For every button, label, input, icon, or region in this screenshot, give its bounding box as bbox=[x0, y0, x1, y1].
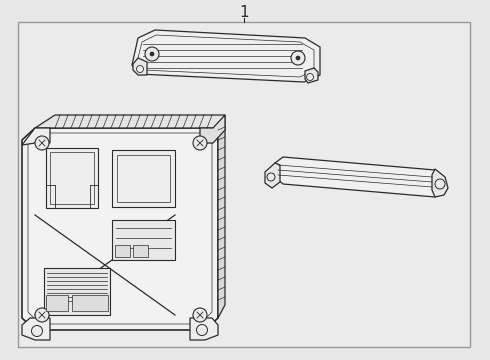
Polygon shape bbox=[132, 30, 320, 82]
Polygon shape bbox=[46, 295, 68, 311]
Polygon shape bbox=[190, 318, 218, 340]
Polygon shape bbox=[35, 115, 225, 128]
Circle shape bbox=[35, 308, 49, 322]
Polygon shape bbox=[265, 163, 280, 188]
Polygon shape bbox=[115, 245, 130, 257]
Circle shape bbox=[435, 179, 445, 189]
Circle shape bbox=[291, 51, 305, 65]
Circle shape bbox=[296, 56, 300, 60]
Polygon shape bbox=[218, 115, 225, 318]
Circle shape bbox=[35, 136, 49, 150]
Circle shape bbox=[145, 47, 159, 61]
Text: 1: 1 bbox=[239, 5, 249, 19]
Circle shape bbox=[307, 73, 314, 81]
Circle shape bbox=[150, 52, 154, 56]
Polygon shape bbox=[22, 128, 50, 145]
Circle shape bbox=[193, 308, 207, 322]
Polygon shape bbox=[22, 128, 218, 330]
Circle shape bbox=[196, 324, 207, 336]
Polygon shape bbox=[46, 148, 98, 208]
Polygon shape bbox=[72, 295, 108, 311]
Polygon shape bbox=[22, 318, 50, 340]
Polygon shape bbox=[44, 268, 110, 315]
Polygon shape bbox=[200, 115, 225, 143]
Circle shape bbox=[267, 173, 275, 181]
Circle shape bbox=[137, 66, 144, 72]
Polygon shape bbox=[275, 157, 445, 197]
Circle shape bbox=[193, 136, 207, 150]
Polygon shape bbox=[432, 169, 448, 197]
Circle shape bbox=[31, 325, 43, 337]
Polygon shape bbox=[305, 68, 318, 83]
Polygon shape bbox=[133, 245, 148, 257]
Polygon shape bbox=[112, 220, 175, 260]
Polygon shape bbox=[112, 150, 175, 207]
Polygon shape bbox=[133, 58, 147, 75]
